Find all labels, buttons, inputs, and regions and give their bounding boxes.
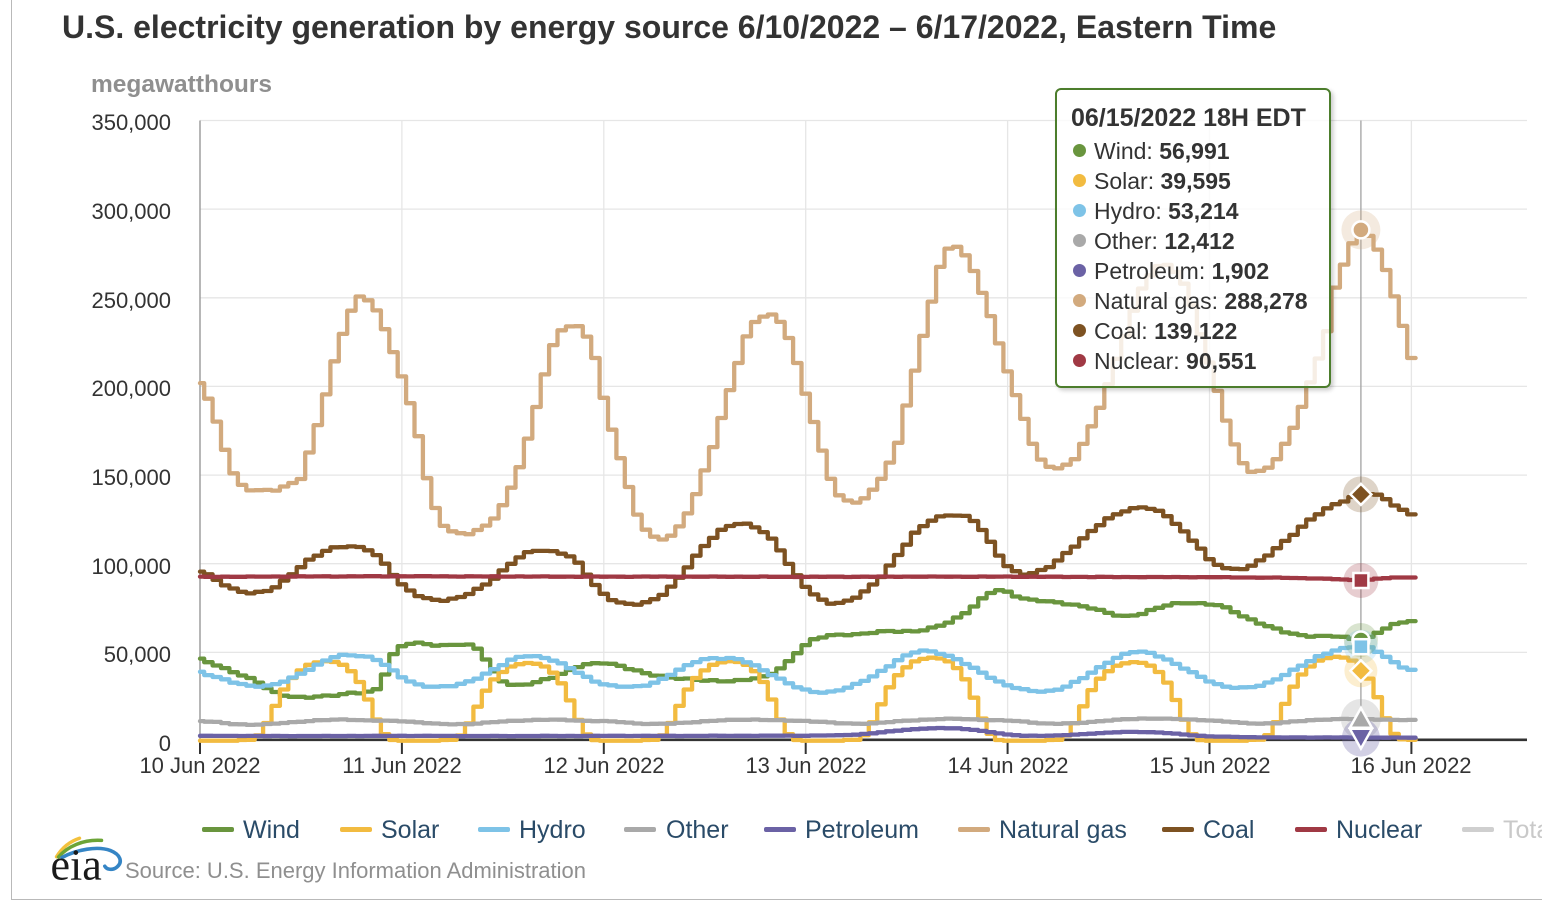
svg-text:eia: eia — [51, 841, 102, 890]
